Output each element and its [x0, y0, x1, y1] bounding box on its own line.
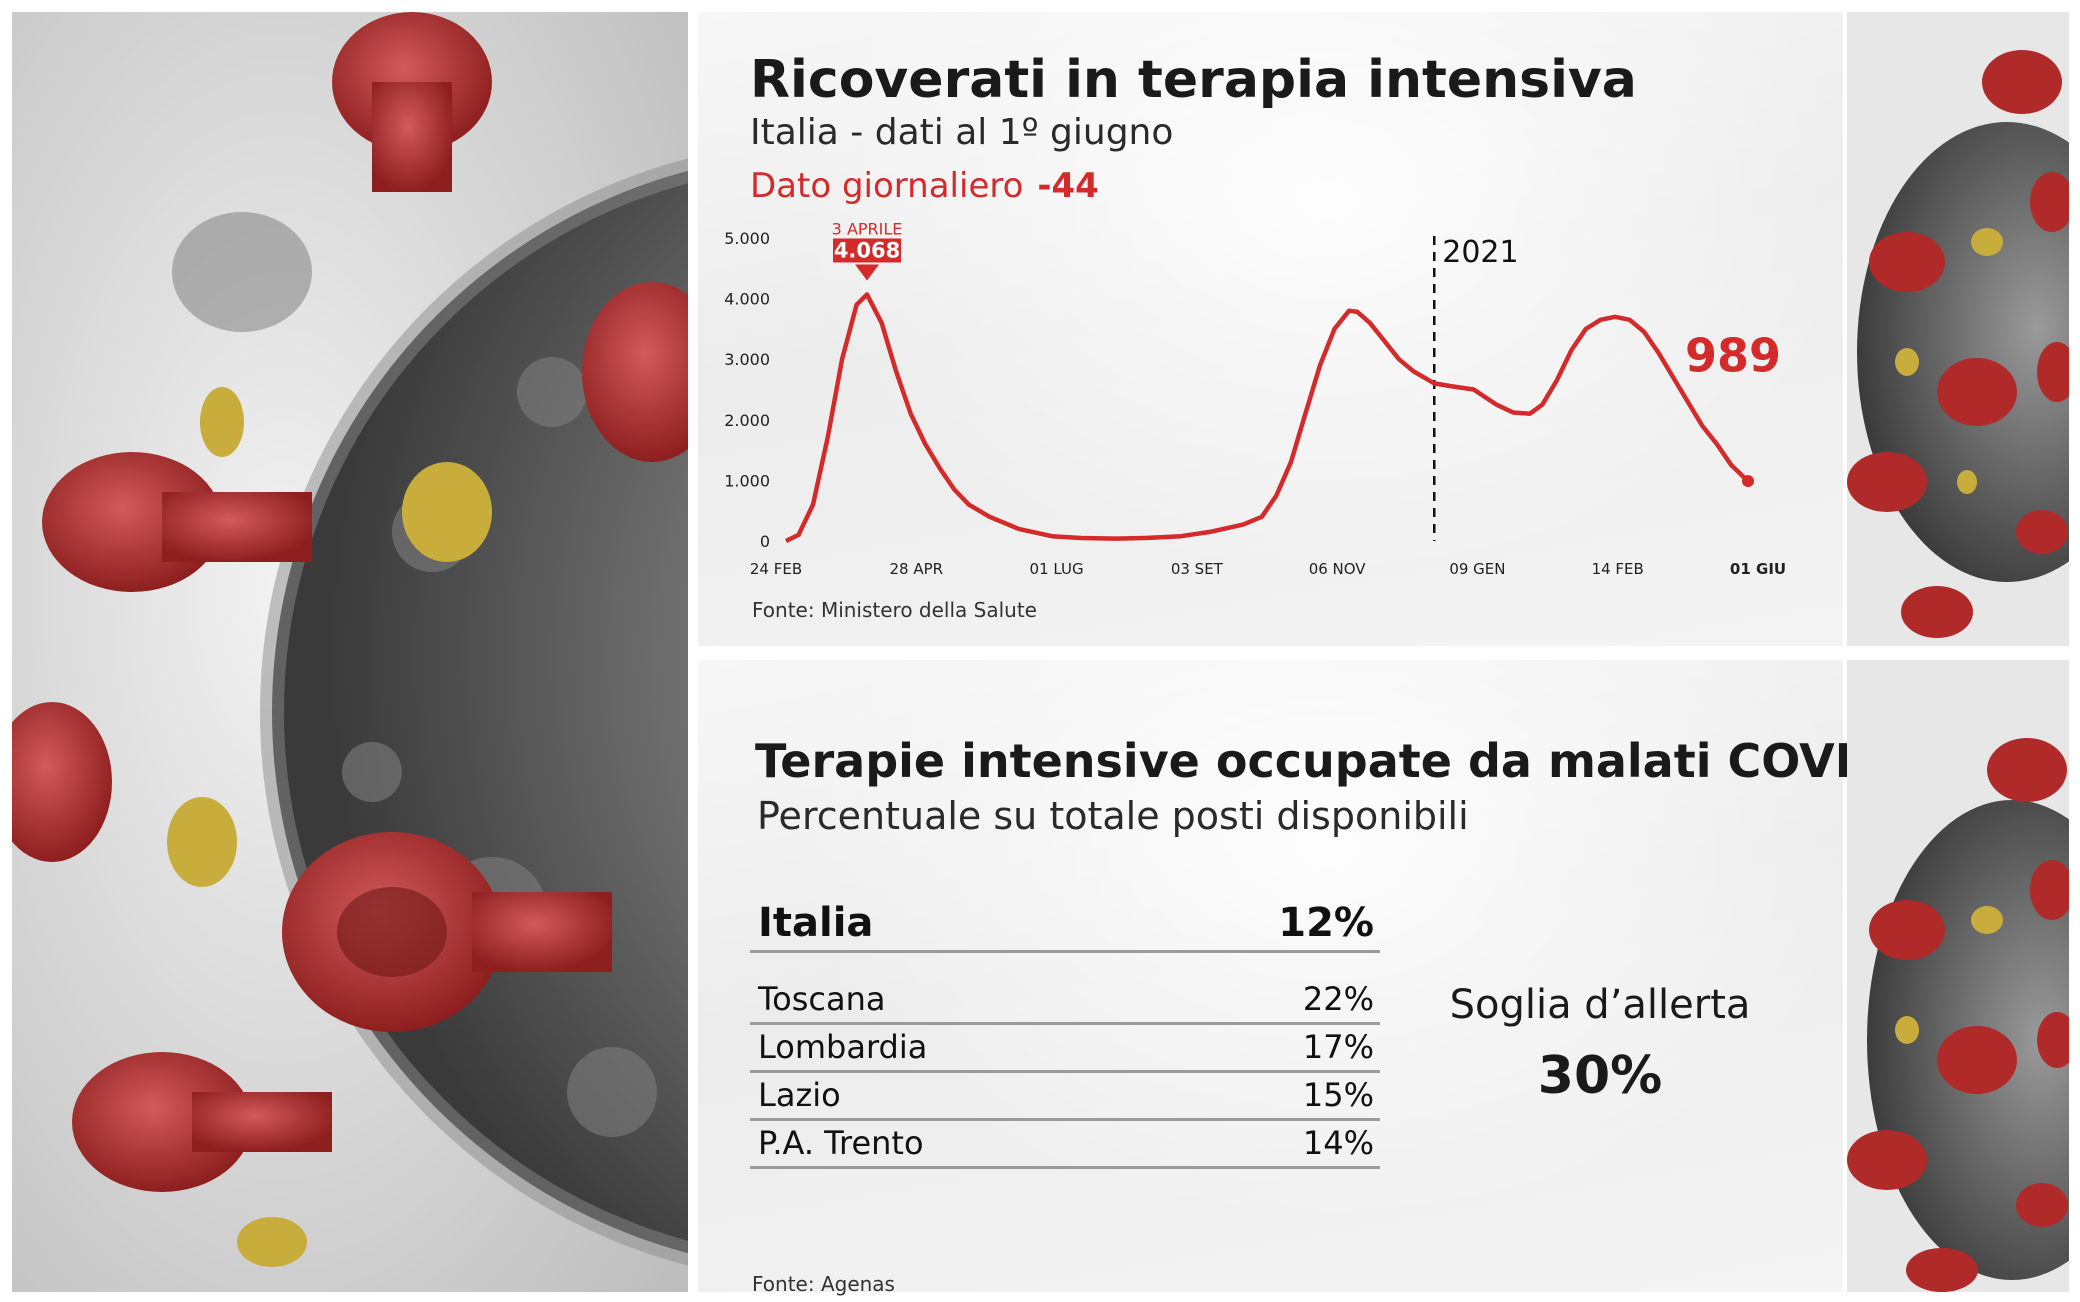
- chart-source: Fonte: Ministero della Salute: [752, 598, 1037, 622]
- icu-occupancy-panel: [698, 660, 1843, 1292]
- y-tick-label: 0: [760, 532, 770, 551]
- chart-title: Ricoverati in terapia intensiva: [750, 50, 1637, 110]
- peak-value-badge: [833, 238, 902, 263]
- virus-image-left: [12, 12, 688, 1292]
- y-tick-label: 4.000: [724, 290, 770, 309]
- table-source: Fonte: Agenas: [752, 1272, 895, 1296]
- y-tick-label: 2.000: [724, 411, 770, 430]
- icu-chart-panel: [698, 12, 1843, 646]
- y-axis: 5.000 4.000 3.000 2.000 1.000 0: [724, 229, 770, 551]
- region-percent: 22%: [1302, 980, 1374, 1018]
- year-divider-label: 2021: [1442, 235, 1518, 270]
- right-virus-illustration-top: [1847, 12, 2069, 646]
- virus-image-right-bottom: [1847, 660, 2069, 1292]
- alert-threshold-label: Soglia d’allerta: [1449, 982, 1751, 1028]
- daily-change-label: Dato giornaliero: [750, 166, 1024, 206]
- left-virus-illustration: [12, 12, 688, 1292]
- virus-image-right-top: [1847, 12, 2069, 646]
- x-tick-label: 01 GIU: [1730, 560, 1786, 578]
- daily-change: Dato giornaliero -44: [750, 166, 1099, 206]
- right-virus-illustration-bottom: [1847, 660, 2069, 1292]
- table-row: Lazio 15%: [750, 1073, 1380, 1121]
- alert-threshold-value: 30%: [1537, 1046, 1663, 1106]
- x-axis: 24 FEB 28 APR 01 LUG 03 SET 06 NOV 09 GEN 14 F…: [750, 560, 1786, 578]
- x-tick-label: 06 NOV: [1309, 560, 1367, 578]
- region-name: Lazio: [758, 1076, 841, 1114]
- table-row: Lombardia 17%: [750, 1025, 1380, 1073]
- series-line-icu: [785, 292, 1750, 544]
- region-percent: 17%: [1302, 1028, 1374, 1066]
- daily-change-value: -44: [1037, 166, 1099, 206]
- chart-subtitle: Italia - dati al 1º giugno: [750, 112, 1174, 153]
- region-name: Italia: [758, 900, 874, 946]
- x-tick-label: 24 FEB: [750, 560, 802, 578]
- peak-value-label: 4.068: [834, 238, 900, 262]
- y-tick-label: 1.000: [724, 471, 770, 490]
- region-percent: 15%: [1302, 1076, 1374, 1114]
- peak-arrow-icon: [855, 264, 880, 281]
- region-name: Lombardia: [758, 1028, 928, 1066]
- y-tick-label: 3.000: [724, 350, 770, 369]
- table-row: Toscana 22%: [750, 975, 1380, 1025]
- table-subtitle: Percentuale su totale posti disponibili: [757, 794, 1469, 838]
- x-tick-label: 01 LUG: [1030, 560, 1084, 578]
- region-name: P.A. Trento: [758, 1124, 924, 1162]
- y-tick-label: 5.000: [724, 229, 770, 248]
- table-title: Terapie intensive occupate da malati COV…: [755, 734, 1891, 788]
- x-tick-label: 03 SET: [1171, 560, 1224, 578]
- last-value-label: 989: [1685, 328, 1781, 382]
- table-row: Italia 12%: [750, 895, 1380, 953]
- region-name: Toscana: [758, 980, 886, 1018]
- table-row: P.A. Trento 14%: [750, 1121, 1380, 1169]
- last-point-marker: [1742, 475, 1754, 488]
- region-percent: 12%: [1278, 900, 1374, 946]
- icu-line-chart: 5.000 4.000 3.000 2.000 1.000 0 24 FEB 28 APR 0…: [724, 219, 1786, 578]
- x-tick-label: 14 FEB: [1592, 560, 1644, 578]
- x-tick-label: 28 APR: [889, 560, 943, 578]
- peak-date-label: 3 APRILE: [832, 219, 903, 238]
- x-tick-label: 09 GEN: [1449, 560, 1505, 578]
- region-percent: 14%: [1302, 1124, 1374, 1162]
